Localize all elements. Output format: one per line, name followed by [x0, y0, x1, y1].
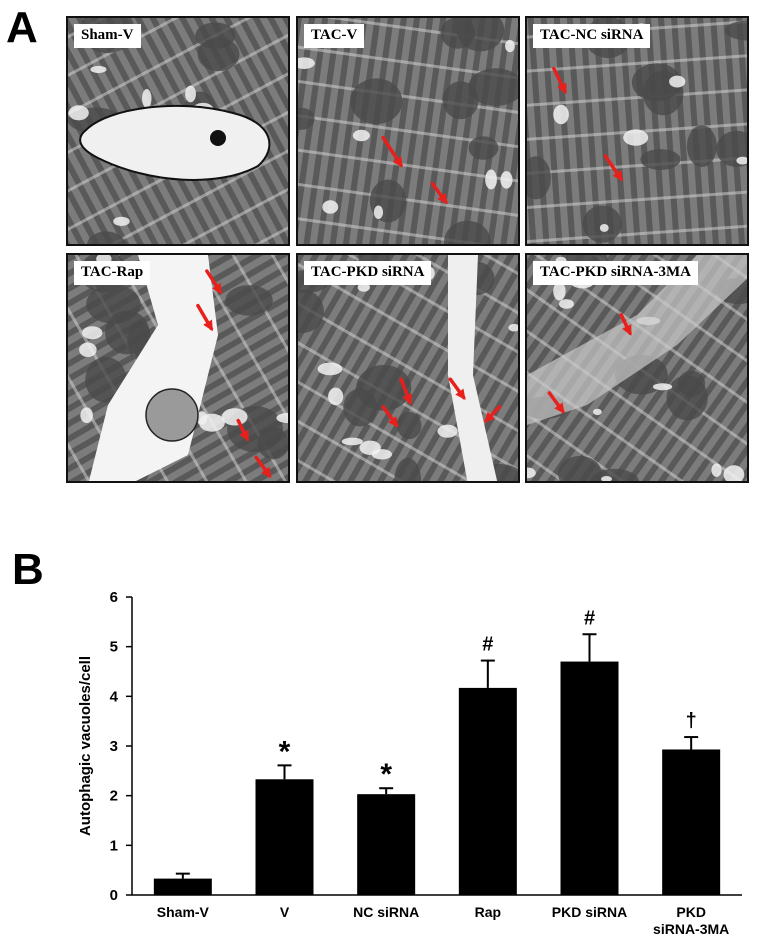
micrograph-label: TAC-V	[304, 24, 365, 48]
bar	[357, 794, 416, 895]
micrograph-image	[298, 18, 518, 244]
x-tick-label: PKD siRNA	[552, 904, 627, 920]
micrograph-image	[527, 18, 747, 244]
micrograph-tac-nc-sirna: TAC-NC siRNA	[525, 16, 749, 246]
micrograph-sham-v: Sham-V	[66, 16, 290, 246]
micrograph-label: Sham-V	[74, 24, 141, 48]
x-tick-label: Rap	[475, 904, 501, 920]
micrograph-tac-pkd-sirna: TAC-PKD siRNA	[296, 253, 520, 483]
micrograph-label: TAC-Rap	[74, 261, 151, 285]
micrograph-tac-rap: TAC-Rap	[66, 253, 290, 483]
significance-mark: *	[279, 735, 291, 768]
micrograph-image	[298, 255, 518, 481]
y-axis-label: Autophagic vacuoles/cell	[77, 656, 94, 836]
micrograph-image	[527, 255, 747, 481]
micrograph-label: TAC-PKD siRNA-3MA	[533, 261, 698, 285]
y-tick-label: 0	[110, 887, 118, 904]
y-tick-label: 5	[110, 639, 118, 656]
significance-mark: †	[686, 710, 697, 732]
micrograph-label: TAC-NC siRNA	[533, 24, 651, 48]
y-tick-label: 6	[110, 589, 118, 606]
panel-b-letter: B	[12, 545, 44, 594]
bar	[662, 749, 721, 895]
x-tick-label: V	[280, 904, 290, 920]
significance-mark: #	[584, 607, 595, 629]
significance-mark: *	[380, 758, 392, 791]
micrograph-tac-pkd-sirna-3ma: TAC-PKD siRNA-3MA	[525, 253, 749, 483]
micrograph-tac-v: TAC-V	[296, 16, 520, 246]
panel-a-letter: A	[6, 3, 38, 52]
bar	[255, 779, 314, 895]
bar	[458, 687, 517, 895]
bar	[153, 878, 212, 895]
y-tick-label: 1	[110, 837, 118, 854]
y-tick-label: 2	[110, 788, 118, 805]
x-tick-label: Sham-V	[157, 904, 210, 920]
x-tick-label: siRNA-3MA	[653, 921, 729, 937]
micrograph-label: TAC-PKD siRNA	[304, 261, 432, 285]
x-tick-label: NC siRNA	[353, 904, 419, 920]
significance-mark: #	[482, 634, 493, 656]
y-tick-label: 3	[110, 738, 118, 755]
y-tick-label: 4	[110, 688, 119, 705]
micrograph-image	[68, 18, 288, 244]
micrograph-image	[68, 255, 288, 481]
bar-chart: 0 1 2 3 4 5 6 Autophagic vacuoles/cell Sham-V * V *…	[77, 589, 742, 937]
bar	[560, 661, 619, 895]
x-tick-label: PKD	[676, 904, 706, 920]
micrograph-grid: Sham-V TAC-V TAC-NC siRNA TAC-Rap TAC-PK…	[66, 16, 751, 483]
